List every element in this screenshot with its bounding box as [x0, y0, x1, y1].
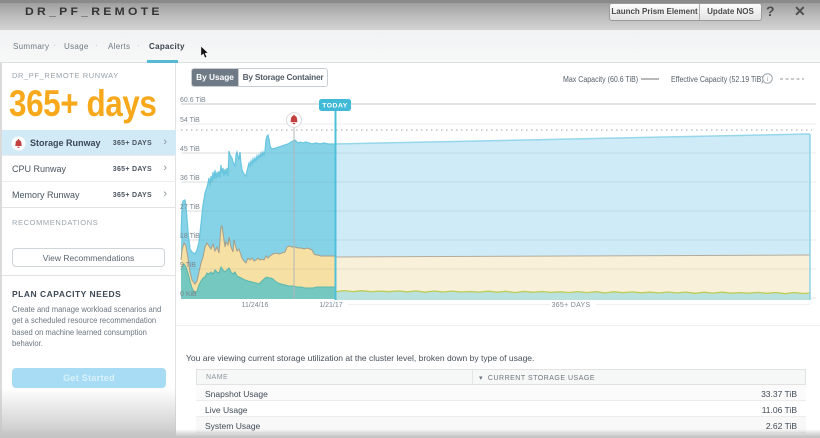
svg-text:1/21/17: 1/21/17 [319, 302, 342, 309]
svg-text:i: i [767, 75, 769, 83]
svg-text:45 TiB: 45 TiB [180, 146, 200, 153]
svg-text:18 TiB: 18 TiB [180, 233, 200, 240]
svg-text:11/24/16: 11/24/16 [242, 302, 269, 309]
svg-text:TODAY: TODAY [322, 103, 348, 110]
svg-text:0 KiB: 0 KiB [180, 291, 197, 298]
svg-text:54 TiB: 54 TiB [180, 117, 200, 124]
svg-text:27 TiB: 27 TiB [180, 204, 200, 211]
svg-text:60.6 TiB: 60.6 TiB [180, 97, 206, 104]
svg-text:9 TiB: 9 TiB [180, 262, 196, 269]
svg-text:365+ DAYS: 365+ DAYS [552, 302, 591, 309]
svg-text:36 TiB: 36 TiB [180, 175, 200, 182]
